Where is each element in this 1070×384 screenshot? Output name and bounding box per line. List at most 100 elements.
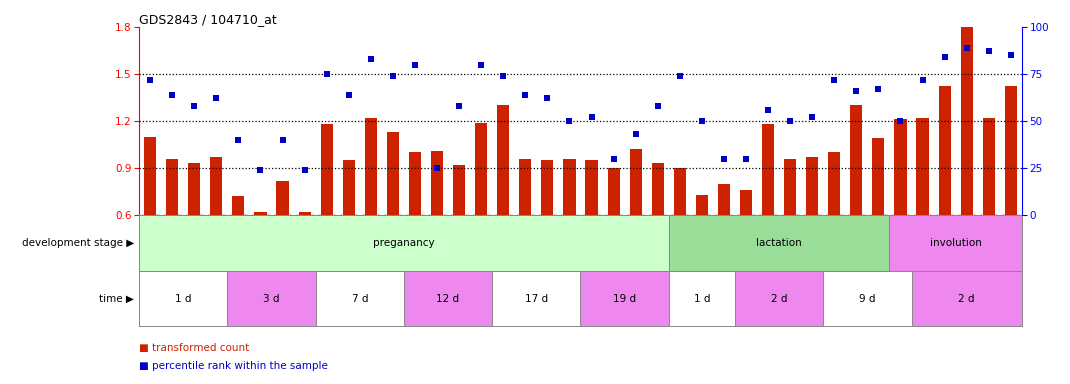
Text: ■ percentile rank within the sample: ■ percentile rank within the sample xyxy=(139,361,328,371)
Point xyxy=(561,118,578,124)
Text: time ▶: time ▶ xyxy=(98,293,134,304)
Point xyxy=(473,61,490,68)
Point xyxy=(428,165,445,171)
Bar xyxy=(823,271,912,326)
Text: 7 d: 7 d xyxy=(352,293,368,304)
Point xyxy=(583,114,600,120)
Bar xyxy=(982,118,995,215)
Bar xyxy=(806,157,819,215)
Bar xyxy=(580,271,669,326)
Bar xyxy=(851,105,862,215)
Bar xyxy=(211,157,223,215)
Bar xyxy=(453,165,465,215)
Bar xyxy=(652,163,663,215)
Point xyxy=(450,103,468,109)
Point xyxy=(186,103,203,109)
Point xyxy=(737,156,754,162)
Point xyxy=(251,167,269,173)
Bar xyxy=(316,271,403,326)
Bar xyxy=(403,271,492,326)
Bar xyxy=(541,160,553,215)
Text: preganancy: preganancy xyxy=(373,238,434,248)
Point xyxy=(892,118,910,124)
Bar xyxy=(498,105,509,215)
Point xyxy=(363,56,380,62)
Bar xyxy=(342,160,355,215)
Text: 3 d: 3 d xyxy=(263,293,279,304)
Bar xyxy=(255,212,266,215)
Bar xyxy=(519,159,532,215)
Point xyxy=(407,61,424,68)
Bar xyxy=(828,152,840,215)
Text: involution: involution xyxy=(930,238,981,248)
Point xyxy=(230,137,247,143)
Point xyxy=(649,103,667,109)
Bar xyxy=(1005,86,1016,215)
Bar xyxy=(188,163,200,215)
Bar xyxy=(669,215,889,271)
Point xyxy=(760,107,777,113)
Point xyxy=(693,118,710,124)
Bar xyxy=(872,138,885,215)
Text: 2 d: 2 d xyxy=(959,293,975,304)
Point xyxy=(627,131,644,137)
Point xyxy=(141,76,158,83)
Bar xyxy=(166,159,179,215)
Bar xyxy=(431,151,443,215)
Text: lactation: lactation xyxy=(756,238,802,248)
Point xyxy=(826,76,843,83)
Point xyxy=(340,91,357,98)
Bar xyxy=(387,132,399,215)
Bar xyxy=(409,152,421,215)
Point xyxy=(870,86,887,92)
Point xyxy=(936,54,953,60)
Bar xyxy=(917,118,929,215)
Bar xyxy=(139,271,228,326)
Bar xyxy=(608,168,620,215)
Bar xyxy=(475,122,487,215)
Point xyxy=(716,156,733,162)
Bar xyxy=(564,159,576,215)
Bar xyxy=(889,215,1022,271)
Bar xyxy=(276,180,289,215)
Point xyxy=(804,114,821,120)
Text: 19 d: 19 d xyxy=(613,293,637,304)
Text: 1 d: 1 d xyxy=(175,293,192,304)
Point xyxy=(494,73,511,79)
Bar xyxy=(492,271,580,326)
Text: 9 d: 9 d xyxy=(859,293,875,304)
Text: 17 d: 17 d xyxy=(524,293,548,304)
Text: 12 d: 12 d xyxy=(437,293,460,304)
Point xyxy=(274,137,291,143)
Bar xyxy=(321,124,333,215)
Point xyxy=(164,91,181,98)
Point xyxy=(671,73,688,79)
Point xyxy=(958,45,975,51)
Point xyxy=(318,71,335,77)
Point xyxy=(384,73,401,79)
Bar xyxy=(938,86,950,215)
Bar xyxy=(696,195,708,215)
Point xyxy=(1003,52,1020,58)
Point xyxy=(208,95,225,101)
Bar xyxy=(674,168,686,215)
Bar xyxy=(718,184,730,215)
Point xyxy=(296,167,314,173)
Bar xyxy=(735,271,823,326)
Bar xyxy=(762,124,774,215)
Bar xyxy=(669,271,735,326)
Text: ■ transformed count: ■ transformed count xyxy=(139,343,249,353)
Bar xyxy=(232,196,244,215)
Bar xyxy=(895,119,906,215)
Text: 2 d: 2 d xyxy=(770,293,788,304)
Text: development stage ▶: development stage ▶ xyxy=(21,238,134,248)
Bar xyxy=(228,271,316,326)
Bar xyxy=(961,27,973,215)
Bar xyxy=(139,215,669,271)
Point xyxy=(781,118,798,124)
Point xyxy=(539,95,556,101)
Bar xyxy=(365,118,377,215)
Point xyxy=(517,91,534,98)
Bar xyxy=(629,149,642,215)
Point xyxy=(914,76,931,83)
